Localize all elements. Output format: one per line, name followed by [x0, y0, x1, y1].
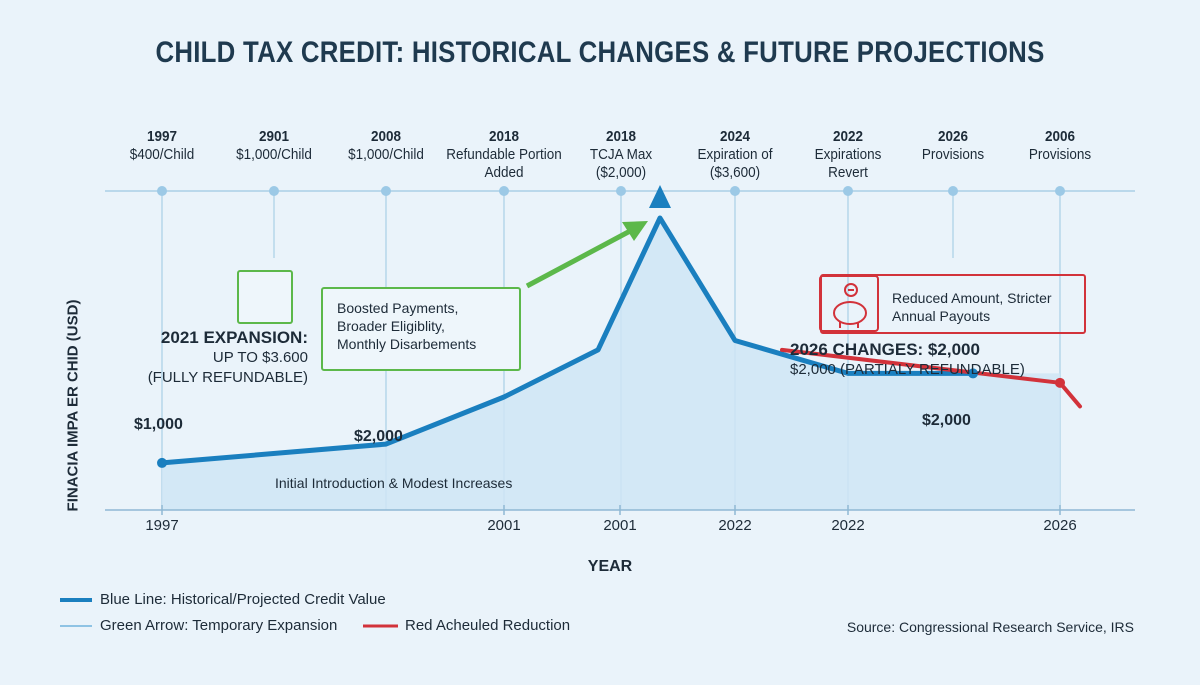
expansion-amount: UP TO $3.600 [212, 349, 308, 366]
piggy-bank-icon [819, 275, 879, 332]
data-point-blue [968, 368, 978, 379]
x-tick-label: 2001 [487, 517, 521, 534]
x-tick-label: 2022 [718, 517, 752, 534]
changes-heading: 2026 CHANGES: $2,000 [790, 340, 980, 359]
reduction-details-box: Reduced Amount, Stricter Annual Payouts [820, 274, 1086, 334]
expansion-heading: 2021 EXPANSION: [160, 328, 308, 347]
timeline-dot [948, 186, 958, 196]
data-label: $2,000 [922, 412, 971, 429]
box-line: Monthly Disarbements [337, 336, 477, 352]
box-line: Boosted Payments, [337, 300, 459, 316]
legend-item-red: Red Acheuled Reduction [405, 617, 571, 634]
early-period-note: Initial Introduction & Modest Increases [275, 475, 513, 491]
legend-item-blue: Blue Line: Historical/Projected Credit V… [100, 591, 386, 608]
data-label: $1,000 [134, 416, 183, 433]
timeline-dot [381, 186, 391, 196]
milestone-label: 2022 Expirations Revert [814, 128, 882, 181]
box-line: Reduced Amount, Stricter [892, 290, 1052, 306]
source-note: Source: Congressional Research Service, … [846, 619, 1134, 635]
green-arrow-head [622, 221, 648, 241]
x-axis-label: YEAR [587, 558, 633, 575]
timeline-dot [1055, 186, 1065, 196]
peak-marker-triangle [649, 185, 671, 208]
timeline-dot [269, 186, 279, 196]
timeline-dot [730, 186, 740, 196]
milestone-label: 1997 $400/Child [129, 128, 195, 163]
milestone-label: 2006 Provisions [1028, 128, 1092, 163]
milestone-label: 2024 Expiration of ($3,600) [697, 128, 773, 181]
milestone-label: 2018 TCJA Max ($2,000) [589, 128, 653, 181]
box-line: Annual Payouts [892, 308, 991, 324]
expansion-details-box: Boosted Payments, Broader Eligiblity, Mo… [321, 287, 521, 371]
x-tick-marks [161, 505, 1061, 515]
family-icon-frame [237, 270, 293, 324]
changes-annotation: 2026 CHANGES: $2,000 $2,000 (PARTIALY RE… [790, 340, 1025, 380]
milestone-label: 2901 $1,000/Child [236, 128, 312, 163]
x-tick-label: 2022 [831, 517, 865, 534]
milestone-label: 2008 $1,000/Child [348, 128, 424, 163]
milestone-label: 2018 Refundable Portion Added [446, 128, 562, 181]
x-tick-label: 2026 [1043, 517, 1077, 534]
timeline-dot [843, 186, 853, 196]
data-points [157, 368, 1065, 468]
changes-detail: $2,000 (PARTIALY REFUNDABLE) [790, 361, 1025, 378]
legend-item-green: Green Arrow: Temporary Expansion [100, 617, 338, 634]
timeline-dot [499, 186, 509, 196]
milestone-label: 2026 Provisions [921, 128, 985, 163]
expansion-refund: (FULLY REFUNDABLE) [147, 369, 308, 386]
chart-title: CHILD TAX CREDIT: HISTORICAL CHANGES & F… [155, 36, 1045, 69]
green-arrow-shaft [525, 227, 634, 289]
data-point-red [1055, 377, 1065, 388]
credit-area [162, 218, 1060, 510]
timeline-dot [157, 186, 167, 196]
series-line-blue [159, 215, 976, 466]
x-tick-label: 2001 [603, 517, 637, 534]
box-line: Broader Eligiblity, [337, 318, 445, 334]
timeline-dot [616, 186, 626, 196]
expansion-annotation: 2021 EXPANSION: UP TO $3.600 (FULLY REFU… [120, 328, 308, 388]
x-tick-label: 1997 [145, 517, 179, 534]
data-point-blue [157, 457, 167, 468]
data-label: $2,000 [354, 428, 403, 445]
